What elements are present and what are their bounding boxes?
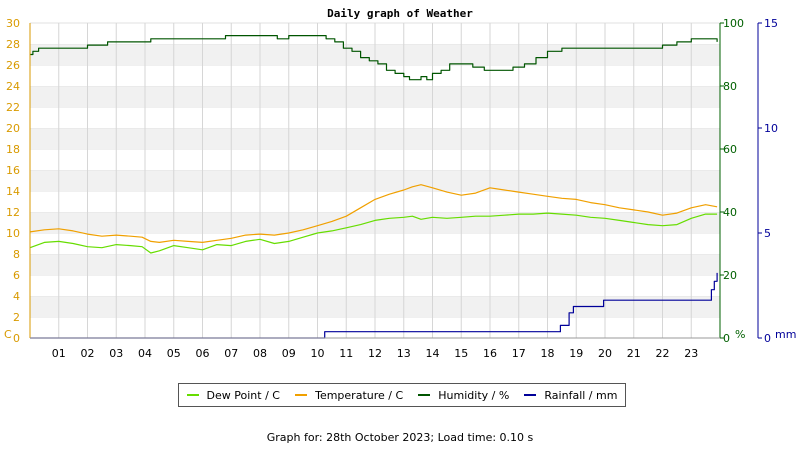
series-line-dew-point-c bbox=[29, 212, 718, 254]
left-tick-label: 30 bbox=[6, 17, 20, 30]
left-tick-label: 2 bbox=[13, 311, 20, 324]
left-tick-label: 10 bbox=[6, 227, 20, 240]
humidity-tick-label: 0 bbox=[723, 332, 730, 345]
humidity-tick-label: 60 bbox=[723, 143, 737, 156]
x-tick-label: 09 bbox=[282, 347, 296, 360]
humidity-tick-label: 20 bbox=[723, 269, 737, 282]
x-tick-label: 20 bbox=[598, 347, 612, 360]
left-tick-label: 14 bbox=[6, 185, 20, 198]
rainfall-axis-ticks: 0 5 10 15 bbox=[758, 17, 778, 345]
left-tick-label: 24 bbox=[6, 80, 20, 93]
left-tick-label: 28 bbox=[6, 38, 20, 51]
weather-chart: Daily graph of Weather 02468101214161820… bbox=[4, 7, 796, 360]
humidity-tick-label: 100 bbox=[723, 17, 744, 30]
legend-swatch-temperature bbox=[295, 394, 308, 396]
x-tick-label: 06 bbox=[196, 347, 210, 360]
x-tick-label: 13 bbox=[397, 347, 411, 360]
x-tick-label: 11 bbox=[339, 347, 353, 360]
x-tick-label: 02 bbox=[81, 347, 95, 360]
legend-label-humidity: Humidity / % bbox=[438, 388, 510, 402]
left-tick-label: 26 bbox=[6, 59, 20, 72]
humidity-tick-label: 40 bbox=[723, 206, 737, 219]
left-tick-label: 0 bbox=[13, 332, 20, 345]
series-line-temperature-c bbox=[29, 184, 718, 243]
x-tick-label: 19 bbox=[569, 347, 583, 360]
x-axis-ticks: 01 02 03 04 05 06 07 08 09 10 11 12 13 14 15 16 17 18 19 20… bbox=[52, 347, 699, 360]
x-tick-label: 21 bbox=[627, 347, 641, 360]
series-layer bbox=[29, 35, 718, 339]
legend-swatch-dew-point bbox=[186, 394, 199, 396]
x-tick-label: 15 bbox=[454, 347, 468, 360]
series-line-rainfall-mm bbox=[30, 272, 718, 339]
legend-swatch-humidity bbox=[418, 394, 431, 396]
x-tick-label: 04 bbox=[138, 347, 152, 360]
legend: Dew Point / C Temperature / C Humidity /… bbox=[178, 383, 626, 407]
x-tick-label: 22 bbox=[656, 347, 670, 360]
x-tick-label: 18 bbox=[541, 347, 555, 360]
humidity-axis-unit: % bbox=[735, 328, 745, 341]
x-tick-label: 05 bbox=[167, 347, 181, 360]
legend-swatch-rainfall bbox=[524, 394, 537, 396]
left-tick-label: 8 bbox=[13, 248, 20, 261]
rainfall-tick-label: 10 bbox=[764, 122, 778, 135]
x-tick-label: 14 bbox=[426, 347, 440, 360]
legend-label-rainfall: Rainfall / mm bbox=[544, 388, 618, 402]
x-tick-label: 01 bbox=[52, 347, 66, 360]
left-tick-label: 16 bbox=[6, 164, 20, 177]
left-tick-label: 20 bbox=[6, 122, 20, 135]
rainfall-tick-label: 15 bbox=[764, 17, 778, 30]
legend-label-dew-point: Dew Point / C bbox=[206, 388, 280, 402]
footer-status: Graph for: 28th October 2023; Load time:… bbox=[266, 431, 534, 444]
left-tick-label: 6 bbox=[13, 269, 20, 282]
left-tick-label: 18 bbox=[6, 143, 20, 156]
x-tick-label: 17 bbox=[512, 347, 526, 360]
axis-lines bbox=[29, 23, 759, 339]
x-tick-label: 03 bbox=[109, 347, 123, 360]
rainfall-tick-label: 0 bbox=[764, 332, 771, 345]
rainfall-axis-unit: mm bbox=[775, 328, 796, 341]
x-tick-label: 12 bbox=[368, 347, 382, 360]
rainfall-tick-label: 5 bbox=[764, 227, 771, 240]
x-tick-label: 10 bbox=[311, 347, 325, 360]
legend-item-humidity: Humidity / % bbox=[418, 389, 509, 402]
left-tick-label: 22 bbox=[6, 101, 20, 114]
legend-item-temperature: Temperature / C bbox=[295, 389, 403, 402]
vertical-grid bbox=[58, 23, 692, 338]
legend-item-rainfall: Rainfall / mm bbox=[524, 389, 617, 402]
left-axis-unit: C bbox=[4, 328, 12, 341]
x-tick-label: 16 bbox=[483, 347, 497, 360]
x-tick-label: 08 bbox=[253, 347, 267, 360]
humidity-tick-label: 80 bbox=[723, 80, 737, 93]
left-tick-label: 4 bbox=[13, 290, 20, 303]
chart-title: Daily graph of Weather bbox=[327, 7, 473, 20]
x-tick-label: 23 bbox=[684, 347, 698, 360]
series-line-humidity bbox=[30, 35, 718, 81]
humidity-axis-ticks: 0 20 40 60 80 100 bbox=[720, 17, 744, 345]
legend-item-dew-point: Dew Point / C bbox=[186, 388, 280, 402]
left-tick-label: 12 bbox=[6, 206, 20, 219]
x-tick-label: 07 bbox=[224, 347, 238, 360]
legend-label-temperature: Temperature / C bbox=[315, 388, 404, 402]
